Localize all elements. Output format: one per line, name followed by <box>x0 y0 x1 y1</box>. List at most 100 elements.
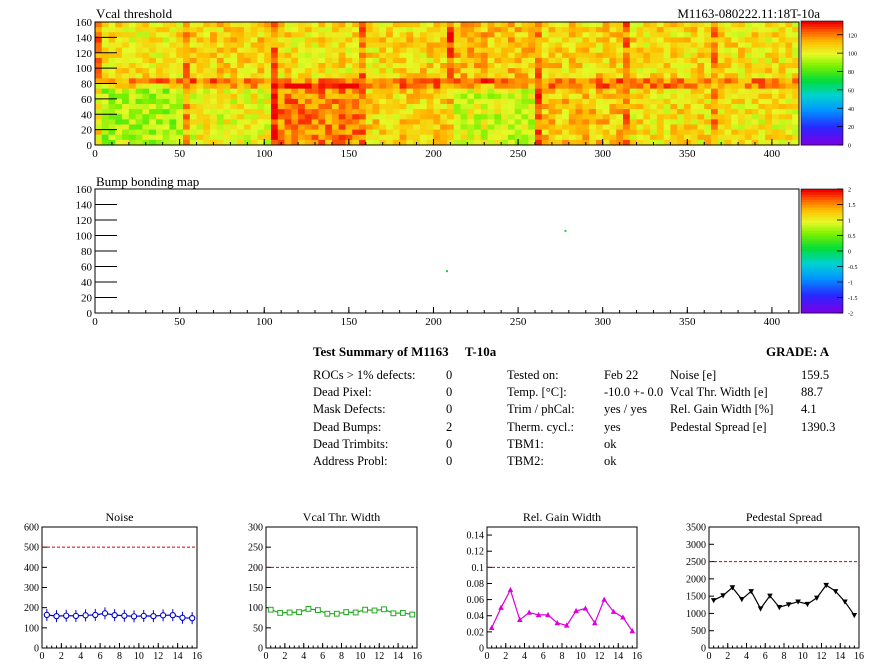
vcal-cell <box>704 78 712 84</box>
vcal-cell <box>135 109 143 115</box>
vcal-cell <box>271 93 279 100</box>
noise-xtick-label: 14 <box>173 651 183 662</box>
vcal-cell <box>108 119 116 125</box>
vcal-cell <box>162 42 170 49</box>
vcal-cell <box>128 104 137 110</box>
vcal-cell <box>115 27 123 33</box>
vcal-cell <box>636 88 644 95</box>
vcal-cell <box>122 68 130 74</box>
vcal-cell <box>419 47 428 54</box>
vcal-cell <box>535 119 543 125</box>
vcal-cell <box>155 93 164 100</box>
vcal-cell <box>738 98 746 105</box>
vcal-cell <box>507 114 516 120</box>
vcal-cell <box>751 32 759 38</box>
vcal-cell <box>196 109 204 115</box>
pedestal-point <box>776 605 783 611</box>
vcal-cell <box>717 114 725 120</box>
vcal-cell <box>643 73 651 79</box>
vcal-cell <box>440 73 448 79</box>
vcal-cell <box>426 109 434 115</box>
vcal-cell <box>731 22 739 28</box>
vcal-cell <box>528 78 536 84</box>
vcal-cell <box>128 98 137 105</box>
vcal-cell <box>778 134 786 141</box>
summary-title-module: Test Summary of M1163 <box>313 344 449 359</box>
vcal-cell <box>122 139 130 146</box>
vcal-cell <box>765 22 773 28</box>
vcal-cell <box>352 104 360 110</box>
vcal-cell <box>765 73 773 79</box>
vcal-cell <box>338 98 346 105</box>
vcal-cell <box>176 27 184 33</box>
vcal-cell <box>230 119 238 125</box>
vcal-cell <box>277 47 285 54</box>
vcal-cell <box>656 88 665 95</box>
vcal-cell <box>514 129 522 136</box>
vcal-cell <box>623 88 631 95</box>
vcal-thr-width-value: 88.7 <box>801 385 823 400</box>
vcal-cell <box>663 78 671 84</box>
vcal-cell <box>216 129 225 136</box>
vcal-cell <box>494 114 502 120</box>
dead-pixel-label: Dead Pixel: <box>313 385 372 400</box>
gain-width-ytick-label: 0.14 <box>467 531 485 542</box>
vcal-cell <box>406 129 414 136</box>
vcal-cell <box>467 78 475 84</box>
vcal-cell <box>494 37 502 43</box>
tbm1-value: ok <box>604 436 617 451</box>
vcal-cell <box>399 104 407 110</box>
vcal-cell <box>243 93 252 100</box>
vcal-cell <box>487 47 495 54</box>
vcal-cell <box>135 88 143 95</box>
vcal-cell <box>474 68 482 74</box>
gain-width-point <box>582 605 589 611</box>
noise-point <box>150 612 157 620</box>
vcal-cell <box>568 104 577 110</box>
vcal-cell <box>623 134 631 141</box>
vcal-cell <box>792 93 800 100</box>
vcal-cell <box>453 63 461 69</box>
vcal-cell <box>792 129 800 136</box>
vcal-cell <box>169 47 177 54</box>
pedestal-point <box>785 602 792 608</box>
vcal-cell <box>541 27 549 33</box>
vcal-cell <box>183 98 191 105</box>
vcal-cell <box>331 63 340 69</box>
vcal-cell <box>643 22 651 28</box>
vcal-cell <box>447 47 455 54</box>
vcal-cell <box>494 104 502 110</box>
vcal-cell <box>142 98 150 105</box>
vcal-cell <box>419 42 428 49</box>
rel-gain-width-value: 4.1 <box>801 402 817 417</box>
vcal-cell <box>345 98 353 105</box>
vcal-cell <box>697 78 705 84</box>
vcal-cell <box>521 42 529 49</box>
bump-colorbar-band <box>801 256 843 260</box>
vcal-cell <box>447 119 455 125</box>
vcal-cell <box>697 139 705 146</box>
vcal-cell <box>629 52 637 59</box>
vcal-cell <box>447 129 455 136</box>
vcal-cell <box>210 68 218 74</box>
bump-colorbar-band <box>801 307 843 311</box>
vcal-cell <box>575 42 583 49</box>
vcal-cell <box>744 124 753 131</box>
gain-width-xtick-label: 0 <box>485 651 490 662</box>
vcal-cell <box>623 98 631 105</box>
vcal-cell <box>582 124 590 131</box>
vcal-cell <box>690 63 698 69</box>
vcal-cell <box>616 119 624 125</box>
vcal-cell <box>575 139 583 146</box>
vcal-cell <box>196 22 204 28</box>
vcal-xtick-label: 400 <box>764 148 781 160</box>
vcal-cell <box>257 57 265 64</box>
vcal-cell <box>548 98 556 105</box>
vcal-cell <box>345 124 353 131</box>
vcal-cell <box>264 119 272 125</box>
vcal-cell <box>176 83 184 90</box>
vcal-cell <box>738 37 746 43</box>
vcal-cell <box>535 114 543 120</box>
vcal-cell <box>677 22 685 28</box>
bump-colorbar-band <box>801 274 843 278</box>
